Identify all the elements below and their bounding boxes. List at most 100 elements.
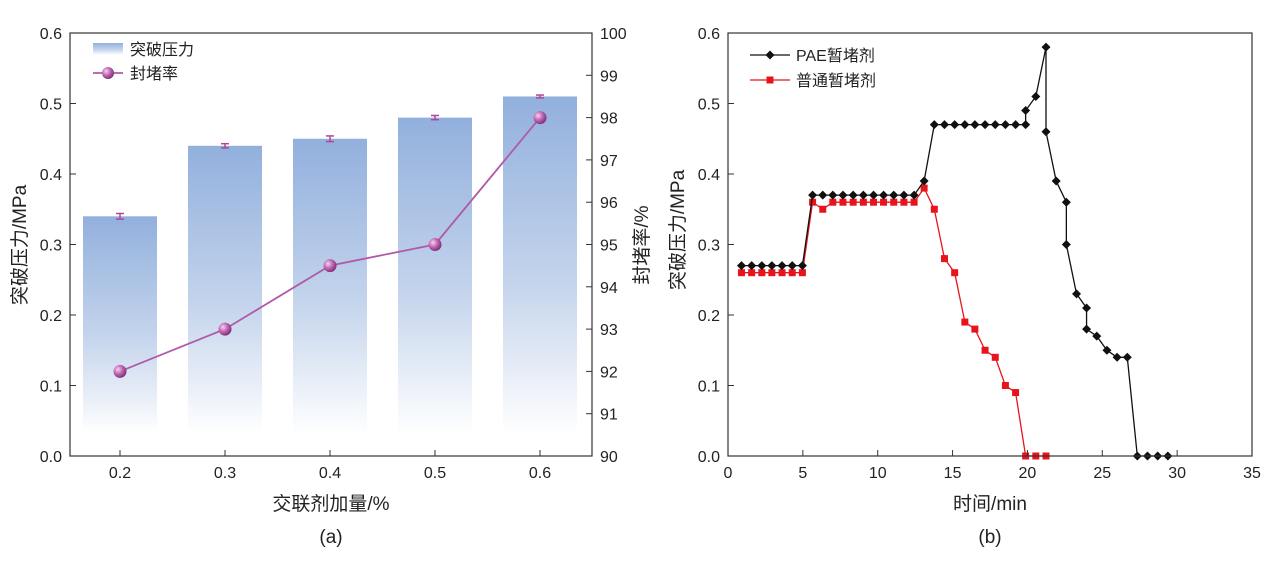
chart-a-ylabel-right: 封堵率/% — [631, 205, 653, 284]
pae-point — [869, 190, 879, 200]
normal-point — [748, 269, 756, 277]
x-tick-label: 0.3 — [214, 465, 236, 482]
chart-a-panel-label: (a) — [319, 527, 342, 548]
normal-point — [839, 198, 847, 206]
x-tick-label: 10 — [869, 465, 887, 482]
y-tick-label: 0.1 — [698, 379, 720, 396]
bar-0.5 — [398, 117, 472, 434]
y-tick-label: 0.5 — [698, 97, 720, 114]
normal-point — [900, 198, 908, 206]
legend-label-pressure: 突破压力 — [130, 41, 194, 59]
normal-point — [991, 353, 999, 361]
y-right-tick-label: 94 — [600, 280, 618, 297]
pae-point — [767, 261, 777, 271]
chart-b-xlabel: 时间/min — [953, 493, 1027, 515]
y-right-tick-label: 99 — [600, 68, 618, 85]
y-right-tick-label: 96 — [600, 195, 618, 212]
pae-point — [939, 120, 949, 130]
chart-a-ylabel: 突破压力/MPa — [9, 184, 31, 305]
rate-point-0.6 — [533, 111, 547, 125]
pae-point — [1122, 352, 1132, 362]
x-tick-label: 0.4 — [319, 465, 341, 482]
normal-point — [920, 184, 928, 192]
pae-point — [889, 190, 899, 200]
y-right-tick-label: 91 — [600, 407, 618, 424]
x-tick-label: 20 — [1019, 465, 1037, 482]
x-tick-label: 35 — [1243, 465, 1261, 482]
pae-point — [757, 261, 767, 271]
pae-point — [1011, 120, 1021, 130]
y-tick-label: 0.6 — [40, 26, 62, 43]
x-tick-label: 0.5 — [424, 465, 446, 482]
legend-diamond-icon — [765, 50, 775, 60]
x-tick-label: 30 — [1168, 465, 1186, 482]
pae-point — [1072, 289, 1082, 299]
pae-point — [1021, 120, 1031, 130]
y-tick-label: 0.3 — [40, 238, 62, 255]
y-right-tick-label: 98 — [600, 111, 618, 128]
legend-label: PAE暂堵剂 — [796, 47, 875, 65]
y-tick-label: 0.4 — [698, 167, 720, 184]
pae-point — [929, 120, 939, 130]
normal-point — [890, 198, 898, 206]
normal-point — [951, 269, 959, 277]
legend-bar-swatch — [93, 43, 123, 55]
pae-point — [909, 190, 919, 200]
x-tick-label: 15 — [944, 465, 962, 482]
bar-0.6 — [503, 96, 577, 434]
y-right-tick-label: 97 — [600, 153, 618, 170]
pae-point — [858, 190, 868, 200]
legend-label: 普通暂堵剂 — [796, 72, 876, 90]
y-tick-label: 0.6 — [698, 26, 720, 43]
pae-point — [787, 261, 797, 271]
pae-point — [970, 120, 980, 130]
pae-point — [919, 176, 929, 186]
pae-point — [1092, 331, 1102, 341]
chart-a-xlabel: 交联剂加量/% — [272, 493, 389, 515]
normal-point — [1012, 389, 1020, 397]
rate-point-0.2 — [113, 364, 127, 378]
normal-point — [819, 205, 827, 213]
normal-point — [798, 269, 806, 277]
chart-b: 0.0 0.1 0.2 0.3 0.4 0.5 0.6 0 5 10 15 20 25 30 35 PAE暂堵… — [698, 26, 1261, 482]
y-tick-label: 0.5 — [40, 97, 62, 114]
x-tick-label: 0.6 — [529, 465, 551, 482]
pae-point — [1061, 197, 1071, 207]
pae-point — [980, 120, 990, 130]
pae-point — [1082, 324, 1092, 334]
pae-point — [828, 190, 838, 200]
legend-square-icon — [766, 76, 774, 84]
pae-point — [1102, 345, 1112, 355]
normal-point — [758, 269, 766, 277]
normal-point — [768, 269, 776, 277]
pae-point — [848, 190, 858, 200]
normal-point — [961, 318, 969, 326]
y-tick-label: 0.4 — [40, 167, 62, 184]
y-tick-label: 0.1 — [40, 379, 62, 396]
normal-point — [1001, 382, 1009, 389]
y-tick-label: 0.2 — [40, 308, 62, 325]
normal-point — [859, 198, 867, 206]
pae-point — [1000, 120, 1010, 130]
normal-point — [930, 205, 938, 213]
normal-point — [981, 346, 989, 354]
normal-point — [809, 198, 817, 206]
y-right-tick-label: 93 — [600, 322, 618, 339]
chart-a: 0.0 0.1 0.2 0.3 0.4 0.5 0.6 90 91 92 93 94 95 96 97 98 9… — [40, 26, 627, 482]
normal-point — [910, 198, 918, 206]
legend-label-rate: 封堵率 — [130, 65, 178, 83]
pae-point — [960, 120, 970, 130]
chart-b-ylabel: 突破压力/MPa — [667, 169, 689, 290]
x-tick-label: 0 — [724, 465, 733, 482]
rate-point-0.3 — [218, 322, 232, 336]
y-tick-label: 0.3 — [698, 238, 720, 255]
normal-point — [971, 325, 979, 333]
pae-point — [736, 261, 746, 271]
pae-point — [797, 261, 807, 271]
series-line-normal — [741, 186, 1046, 457]
bar-0.4 — [293, 138, 367, 434]
normal-point — [940, 255, 948, 263]
pae-point — [899, 190, 909, 200]
pae-point — [747, 261, 757, 271]
rate-point-0.4 — [323, 259, 337, 273]
